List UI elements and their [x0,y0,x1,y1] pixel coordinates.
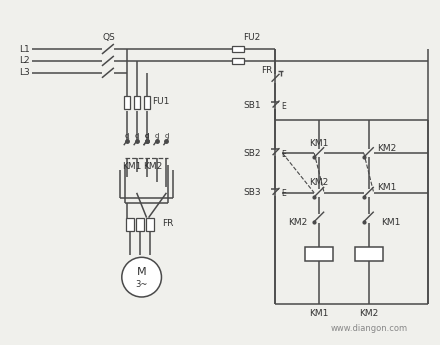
Text: SB3: SB3 [243,188,260,197]
Text: KM2: KM2 [143,161,162,170]
Text: d: d [144,133,149,139]
Text: FU1: FU1 [153,97,170,106]
Bar [126,218,134,230]
Text: KM1: KM1 [309,309,329,318]
Text: E: E [282,102,286,111]
Text: L3: L3 [19,68,29,77]
Text: E: E [282,150,286,159]
Text: KM1: KM1 [381,218,400,227]
Text: FR: FR [162,219,174,228]
Bar [355,247,383,261]
Text: FR: FR [261,66,272,75]
Text: QS: QS [103,32,115,42]
Text: d: d [144,133,149,139]
Text: 3~: 3~ [136,279,148,289]
Bar [232,46,244,52]
Text: d: d [125,133,129,139]
Text: SB1: SB1 [243,101,260,110]
Text: KM1: KM1 [377,184,396,193]
Text: L1: L1 [19,45,29,53]
Text: KM1: KM1 [309,139,329,148]
Bar [146,218,154,230]
Text: L2: L2 [19,56,29,66]
Text: FU2: FU2 [243,32,260,42]
Text: d: d [135,133,139,139]
Text: SB2: SB2 [243,149,260,158]
Bar [136,218,143,230]
Text: M: M [137,267,147,277]
Bar [134,96,139,109]
Bar [305,247,333,261]
Bar [143,96,150,109]
Text: KM2: KM2 [377,144,396,153]
Text: KM1: KM1 [122,161,141,170]
Bar [124,96,130,109]
Text: KM2: KM2 [310,178,329,187]
Circle shape [122,257,161,297]
Bar [232,58,244,64]
Text: KM2: KM2 [359,309,378,318]
Text: d: d [154,133,159,139]
Text: www.diangon.com: www.diangon.com [330,324,407,333]
Text: KM2: KM2 [288,218,307,227]
Text: E: E [282,189,286,198]
Text: d: d [164,133,169,139]
